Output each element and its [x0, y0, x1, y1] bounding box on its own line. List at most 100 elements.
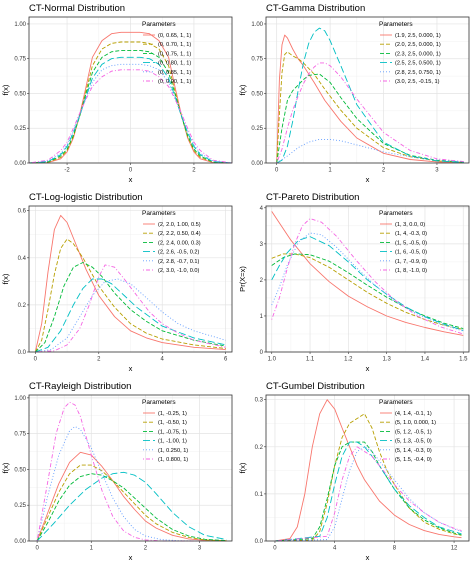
x-tick-label: 0: [34, 357, 38, 363]
legend-item: (1, 5, -0.5, 0): [395, 240, 427, 246]
legend-item: (1, -0.25, 1): [158, 411, 187, 417]
legend-item: (3.0, 2.5, -0.15, 1): [395, 79, 440, 85]
legend-item: (1, -1.00, 1): [158, 439, 187, 445]
series-line: [271, 253, 464, 331]
x-tick-label: 1.3: [382, 357, 391, 363]
series-line: [36, 401, 200, 542]
y-tick-label: 2: [260, 278, 264, 284]
chart-title: CT-Rayleigh Distribution: [29, 381, 131, 392]
plot-border: [265, 205, 470, 353]
legend-item: (2, 2.6, -0.5, 0.2): [158, 250, 199, 256]
series-line: [271, 232, 464, 332]
legend-item: (5, 1.4, -0.3, 0): [395, 448, 432, 454]
y-axis-label: f(x): [238, 462, 247, 473]
legend-item: (1, 0.800, 1): [158, 457, 188, 463]
chart-title: CT-Gumbel Distribution: [266, 381, 365, 392]
x-tick-label: 2: [382, 168, 386, 174]
y-tick-label: 1: [260, 314, 264, 320]
legend-title: Parameters: [142, 399, 176, 406]
y-tick-label: 0.0: [18, 350, 27, 356]
series-line: [34, 214, 226, 353]
chart-svg: CT-Normal Distribution -2 0 2 0.00 0.25 0.50 0.…: [1, 3, 233, 184]
legend-item: (1, 0.250, 1): [158, 448, 188, 454]
chart-svg: CT-Gumbel Distribution 0 4 8 12 0.0 0.1 0.2 0.3 x…: [238, 381, 470, 562]
y-tick-label: 1.00: [251, 22, 263, 28]
legend-item: (0, 0.80, 1, 1): [158, 61, 191, 67]
x-axis-label: x: [366, 553, 370, 562]
legend-item: (0, 0.70, 1, 1): [158, 42, 191, 48]
x-axis-label: x: [129, 364, 133, 373]
series-line: [34, 262, 226, 353]
y-tick-label: 0.4: [18, 256, 27, 262]
legend-item: (5, 1.0, 0.000, 1): [395, 420, 436, 426]
x-tick-label: 1.0: [268, 357, 277, 363]
y-tick-label: 0.75: [14, 432, 26, 438]
legend-item: (1, 4, -0.3, 0): [395, 231, 427, 237]
series-line: [36, 426, 200, 542]
plot-area: [266, 395, 469, 541]
legend-item: (1, 7, -0.9, 0): [395, 259, 427, 265]
series-line: [36, 473, 227, 542]
x-tick-label: 2: [144, 546, 148, 552]
y-tick-label: 0.25: [14, 126, 26, 132]
x-axis-label: x: [366, 364, 370, 373]
x-tick-label: 8: [393, 546, 397, 552]
x-tick-label: 1.2: [344, 357, 353, 363]
chart-panel: CT-Rayleigh Distribution 0 1 2 3 0.00 0.25 0.50…: [0, 378, 237, 572]
series-line: [276, 27, 464, 164]
series-line: [274, 446, 462, 542]
x-tick-label: 0: [275, 168, 279, 174]
x-tick-label: 1.1: [306, 357, 315, 363]
y-tick-label: 0: [260, 350, 264, 356]
x-tick-label: 1: [328, 168, 332, 174]
series-line: [276, 73, 464, 164]
series-line: [28, 49, 233, 164]
legend-item: (0, 0.75, 1, 1): [158, 51, 191, 57]
y-axis-label: f(x): [238, 84, 247, 95]
y-tick-label: 0.00: [14, 161, 26, 167]
series-line: [28, 31, 233, 164]
x-tick-label: 6: [224, 357, 228, 363]
series-line: [34, 238, 226, 353]
y-tick-label: 1.00: [14, 396, 26, 402]
chart-svg: CT-Pareto Distribution 1.0 1.1 1.2 1.3 1.4 1.5…: [238, 192, 470, 373]
y-axis-label: Pr(X=x): [238, 266, 247, 292]
series-line: [28, 56, 233, 164]
legend-item: (2, 2.8, -0.7, 0.1): [158, 259, 199, 265]
series-line: [276, 62, 464, 164]
series-line: [274, 441, 462, 542]
chart-panel: CT-Gamma Distribution 0 1 2 3 0.00 0.25 0.50 0.7…: [237, 0, 474, 194]
series-line: [28, 63, 233, 164]
series-line: [36, 471, 227, 542]
series-line: [276, 51, 464, 164]
chart-svg: CT-Gamma Distribution 0 1 2 3 0.00 0.25 0.50 0.7…: [238, 3, 470, 184]
series-line: [271, 236, 464, 331]
legend-item: (1, 8, -1.0, 0): [395, 268, 427, 274]
chart-panel: CT-Log-logistic Distribution 0 2 4 6 0.0 0.2 0.…: [0, 189, 237, 383]
legend-title: Parameters: [142, 210, 176, 217]
y-tick-label: 0.50: [251, 91, 263, 97]
legend-item: (2, 2.0, 1.00, 0.5): [158, 222, 201, 228]
x-axis-label: x: [366, 175, 370, 184]
x-tick-label: 0: [35, 546, 39, 552]
chart-panel: CT-Pareto Distribution 1.0 1.1 1.2 1.3 1.4 1.5…: [237, 189, 474, 383]
y-axis-label: f(x): [1, 462, 10, 473]
y-tick-label: 0.50: [14, 467, 26, 473]
plot-border: [28, 394, 233, 542]
x-tick-label: 2: [192, 168, 196, 174]
legend-item: (4, 1.4, -0.1, 1): [395, 411, 432, 417]
legend-item: (1, -0.50, 1): [158, 420, 187, 426]
series-line: [36, 464, 227, 542]
series-line: [36, 451, 227, 542]
legend-item: (2.3, 2.5, 0.000, 1): [395, 51, 441, 57]
x-tick-label: 0: [129, 168, 133, 174]
x-axis-label: x: [129, 175, 133, 184]
x-tick-label: 3: [198, 546, 202, 552]
x-tick-label: 1.4: [421, 357, 430, 363]
x-tick-label: 3: [435, 168, 439, 174]
chart-title: CT-Log-logistic Distribution: [29, 192, 143, 203]
y-tick-label: 0.2: [18, 303, 27, 309]
legend-item: (5, 1.2, -0.5, 1): [395, 429, 432, 435]
x-axis-label: x: [129, 553, 133, 562]
chart-svg: CT-Rayleigh Distribution 0 1 2 3 0.00 0.25 0.50…: [1, 381, 233, 562]
